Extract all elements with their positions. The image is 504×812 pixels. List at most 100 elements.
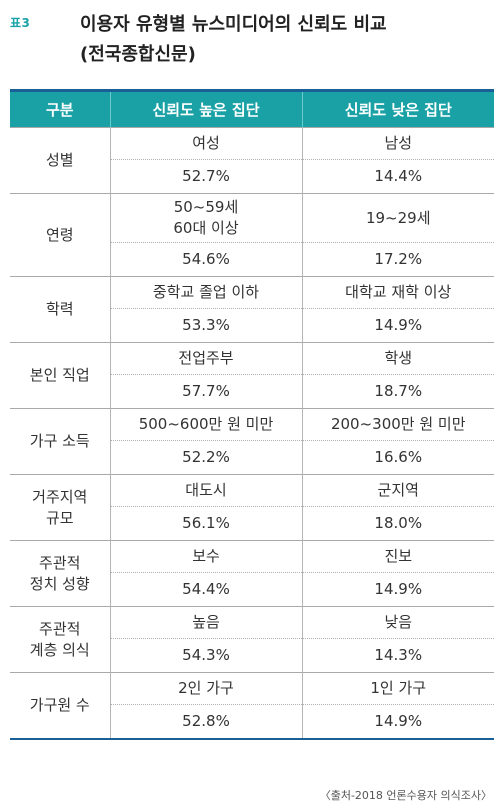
high-group-attribute-label: 60대 이상 (173, 219, 239, 237)
table-row-percentage: 53.3% 14.9% (10, 308, 494, 343)
low-pct-cell: 18.0% (301, 506, 494, 541)
high-group-attribute-label: 보수 (192, 547, 220, 565)
high-group-attribute-label: 2인 가구 (178, 679, 234, 697)
high-pct-cell: 54.6% (182, 250, 230, 268)
table-header-row: 구분 신뢰도 높은 집단 신뢰도 낮은 집단 (10, 89, 494, 128)
row-category-cell: 본인 직업 (10, 342, 111, 409)
low-group-attribute-label: 남성 (384, 134, 413, 152)
low-group-attribute-cell: 학생 (301, 342, 494, 375)
column-header: 신뢰도 높은 집단 (109, 89, 302, 128)
row-category-cell: 가구 소득 (10, 408, 111, 475)
low-group-attribute-label: 대학교 재학 이상 (345, 283, 452, 301)
high-group-attribute-cell: 여성 (110, 127, 302, 160)
low-group-attribute-cell: 1인 가구 (301, 672, 494, 705)
row-category-cell: 성별 (10, 127, 111, 194)
table-row: 연령 50~59세 60대 이상 19~29세 (10, 193, 494, 277)
low-group-attribute-cell: 군지역 (301, 474, 494, 507)
high-pct-cell: 56.1% (182, 514, 230, 532)
table-row-percentage: 54.4% 14.9% (10, 572, 494, 607)
table-title: 이용자 유형별 뉴스미디어의 신뢰도 비교 (전국종합신문) (80, 10, 387, 70)
high-group-attribute-cell: 높음 (110, 606, 302, 639)
high-group-attribute-label: 50~59세 (173, 198, 239, 216)
low-pct-cell: 16.6% (301, 440, 494, 475)
low-pct-cell: 14.9% (301, 572, 494, 607)
row-category-label: 가구원 수 (29, 696, 90, 714)
row-category-label: 성별 (45, 151, 74, 169)
high-group-attribute-label: 여성 (192, 134, 220, 152)
row-category-cell: 가구원 수 (10, 672, 111, 739)
table-row: 성별 여성 남성 (10, 127, 494, 194)
table-row-percentage: 56.1% 18.0% (10, 506, 494, 541)
row-category-cell: 연령 (10, 193, 111, 277)
row-category-label: 규모 (45, 508, 74, 527)
high-group-attribute-label: 높음 (192, 613, 220, 631)
table-row-percentage: 52.2% 16.6% (10, 440, 494, 475)
table-row: 가구원 수 2인 가구 1인 가구 (10, 672, 494, 739)
low-group-attribute-label: 낮음 (384, 613, 413, 631)
row-category-label: 가구 소득 (29, 432, 90, 450)
high-pct-cell: 52.7% (182, 167, 230, 185)
low-group-attribute-cell: 진보 (301, 540, 494, 573)
row-category-cell: 학력 (10, 276, 111, 343)
table-number-label: 표3 (10, 16, 31, 30)
row-category-label: 연령 (45, 225, 74, 244)
low-group-attribute-label: 군지역 (377, 481, 419, 499)
row-category-label: 본인 직업 (29, 366, 90, 384)
comparison-table: 구분 신뢰도 높은 집단 신뢰도 낮은 집단 성별 여성 남성 52.7% 14.4% 연… (10, 89, 494, 740)
high-pct-cell: 53.3% (182, 316, 230, 334)
column-header: 신뢰도 낮은 집단 (301, 89, 494, 128)
table-row-percentage: 52.7% 14.4% (10, 159, 494, 194)
high-group-attribute-cell: 500~600만 원 미만 (110, 408, 302, 441)
table-title-line-1: 이용자 유형별 뉴스미디어의 신뢰도 비교 (80, 14, 387, 35)
low-pct-cell: 18.7% (301, 374, 494, 409)
low-group-attribute-cell: 남성 (301, 127, 494, 160)
row-category-label: 거주지역 (32, 487, 88, 506)
high-group-attribute-cell: 대도시 (110, 474, 302, 507)
low-pct-cell: 17.2% (301, 242, 494, 277)
row-category-label: 계층 의식 (29, 640, 90, 659)
high-pct-cell: 52.2% (182, 448, 230, 466)
row-category-label: 주관적 (39, 553, 81, 572)
high-group-attribute-cell: 중학교 졸업 이하 (110, 276, 302, 309)
row-category-label: 정치 성향 (29, 574, 90, 593)
low-group-attribute-cell: 대학교 재학 이상 (301, 276, 494, 309)
high-pct-cell: 52.8% (182, 712, 230, 730)
high-pct-cell: 54.4% (182, 580, 230, 598)
table-subtitle: (전국종합신문) (80, 44, 196, 65)
row-category-label: 학력 (45, 300, 74, 318)
low-pct-cell: 14.3% (301, 638, 494, 673)
high-group-attribute-cell: 50~59세 60대 이상 (110, 193, 302, 243)
table-row-percentage: 54.6% 17.2% (10, 242, 494, 277)
table-body: 성별 여성 남성 52.7% 14.4% 연령 50~59세 60대 이상 19~29세 54.6… (10, 127, 494, 739)
low-group-attribute-label: 1인 가구 (370, 679, 427, 697)
high-pct-cell: 54.3% (182, 646, 230, 664)
table-row-percentage: 54.3% 14.3% (10, 638, 494, 673)
low-group-attribute-cell: 낮음 (301, 606, 494, 639)
low-pct-cell: 14.9% (301, 308, 494, 343)
table-row: 가구 소득 500~600만 원 미만 200~300만 원 미만 (10, 408, 494, 475)
low-group-attribute-label: 진보 (384, 547, 413, 565)
table-row-percentage: 57.7% 18.7% (10, 374, 494, 409)
row-category-label: 주관적 (39, 619, 81, 638)
table-row: 본인 직업 전업주부 학생 (10, 342, 494, 409)
table-row-percentage: 52.8% 14.9% (10, 704, 494, 739)
high-group-attribute-label: 대도시 (185, 481, 227, 499)
low-group-attribute-cell: 19~29세 (301, 193, 494, 243)
low-group-attribute-label: 19~29세 (365, 208, 431, 227)
source-note: 〈출처-2018 언론수용자 의식조사〉 (319, 789, 492, 802)
high-group-attribute-label: 중학교 졸업 이하 (152, 283, 260, 301)
high-group-attribute-label: 전업주부 (178, 349, 234, 367)
low-group-attribute-cell: 200~300만 원 미만 (301, 408, 494, 441)
low-group-attribute-label: 200~300만 원 미만 (330, 415, 466, 433)
high-group-attribute-label: 500~600만 원 미만 (138, 415, 274, 433)
low-pct-cell: 14.9% (301, 704, 494, 739)
high-pct-cell: 57.7% (182, 382, 230, 400)
high-group-attribute-cell: 2인 가구 (110, 672, 302, 705)
high-group-attribute-cell: 보수 (110, 540, 302, 573)
low-group-attribute-label: 학생 (384, 349, 413, 367)
